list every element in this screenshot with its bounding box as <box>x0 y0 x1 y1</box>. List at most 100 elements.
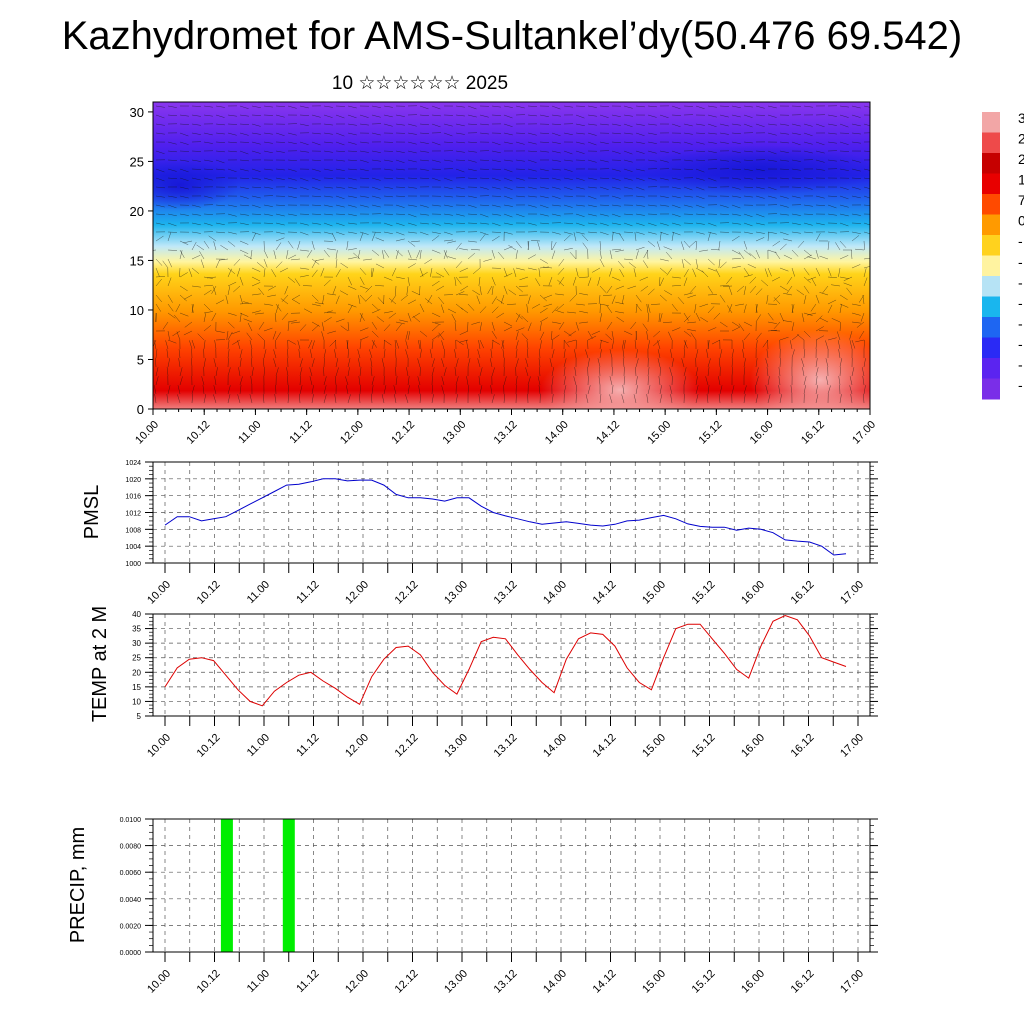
wind-barb <box>707 327 717 332</box>
wind-barb <box>467 168 477 172</box>
wind-barb <box>508 289 517 296</box>
wind-barb <box>297 240 301 250</box>
wind-barb <box>639 276 649 281</box>
wind-barb <box>551 367 554 377</box>
wind-barb <box>538 268 541 278</box>
wind-barb <box>191 123 201 126</box>
wind-barb <box>233 258 241 266</box>
wind-barb <box>431 324 439 332</box>
wind-barb <box>567 311 577 314</box>
wind-barb <box>443 204 453 207</box>
wind-barb <box>191 222 201 226</box>
wind-barb <box>659 159 669 163</box>
wind-barb <box>623 177 633 181</box>
wind-barb <box>519 276 529 281</box>
wind-barb <box>749 276 757 284</box>
wind-barb <box>839 276 849 279</box>
wind-barb <box>551 186 561 190</box>
wind-barb <box>659 267 668 275</box>
wind-barb <box>455 123 465 127</box>
wind-barb <box>707 258 715 266</box>
wind-barb <box>454 322 457 332</box>
wind-barb <box>189 340 193 350</box>
wind-barb <box>827 299 837 305</box>
wind-barb <box>167 222 177 227</box>
wind-barb <box>419 150 429 153</box>
wind-barb <box>203 168 213 170</box>
wind-barb <box>466 376 469 386</box>
wind-barb <box>764 268 769 278</box>
colorbar-label: - <box>1018 274 1023 290</box>
wind-barb <box>155 186 165 189</box>
wind-barb <box>695 123 705 126</box>
wind-barb <box>395 195 405 197</box>
wind-barb <box>767 105 777 109</box>
wind-barb <box>731 326 741 332</box>
wind-barb <box>535 278 541 287</box>
wind-barb <box>309 376 313 386</box>
wind-barb <box>167 232 172 242</box>
wind-barb <box>496 312 505 319</box>
wind-barb <box>699 303 709 308</box>
wind-barb <box>551 105 561 110</box>
wind-barb <box>827 132 837 135</box>
wind-barb <box>179 132 189 137</box>
wind-barb <box>251 310 261 314</box>
wind-barb <box>695 195 705 200</box>
wind-barb <box>246 332 253 341</box>
wind-barb <box>503 376 507 386</box>
precip-bars <box>220 819 295 952</box>
wind-barb <box>203 213 213 215</box>
wind-barb <box>267 294 277 297</box>
wind-barb <box>611 204 621 207</box>
wind-barb <box>215 150 225 153</box>
wind-barb <box>695 376 698 386</box>
wind-barb <box>299 150 309 153</box>
wind-barb <box>527 241 530 251</box>
wind-barb <box>268 285 277 291</box>
wind-barb <box>587 186 597 189</box>
wind-barb <box>191 114 201 117</box>
temp-y-tick-label: 40 <box>132 610 141 619</box>
wind-barb <box>503 195 513 200</box>
colorbar-label: 1 <box>1018 172 1024 188</box>
wind-barb <box>335 269 341 278</box>
wind-barb <box>502 349 505 359</box>
wind-barb <box>587 222 597 225</box>
wind-barb <box>447 256 457 260</box>
wind-barb <box>791 159 801 162</box>
wind-barb <box>735 303 745 306</box>
wind-barb <box>563 132 573 136</box>
pmsl-x-tick-label: 15.00 <box>640 579 668 607</box>
wind-barb <box>459 248 469 251</box>
wind-barb <box>683 277 688 287</box>
temp-x-tick-label: 13.00 <box>442 732 470 760</box>
wind-barb <box>663 321 673 323</box>
wind-barb <box>299 324 307 332</box>
pmsl-y-tick-label: 1024 <box>125 460 141 467</box>
wind-barb <box>335 367 339 377</box>
wind-barb <box>767 232 769 242</box>
wind-barb <box>167 114 177 117</box>
wind-barb <box>411 290 421 296</box>
wind-barb <box>311 132 321 135</box>
wind-barb <box>503 114 513 119</box>
wind-barb <box>299 141 309 145</box>
heatmap-y-tick-label: 25 <box>130 154 144 169</box>
wind-barb <box>436 272 445 278</box>
wind-barb <box>683 315 691 323</box>
wind-barb <box>455 168 465 173</box>
wind-barb <box>491 141 501 146</box>
wind-barb <box>375 285 385 287</box>
wind-barb <box>311 186 321 191</box>
wind-barb <box>167 277 172 287</box>
wind-barb <box>227 331 233 341</box>
wind-barb <box>335 295 340 305</box>
wind-barb <box>359 204 369 208</box>
wind-barb <box>707 385 710 395</box>
wind-barb <box>707 340 710 350</box>
wind-barb <box>551 394 554 404</box>
wind-barb <box>791 267 795 277</box>
wind-barb <box>460 285 469 291</box>
wind-barb <box>766 367 769 377</box>
